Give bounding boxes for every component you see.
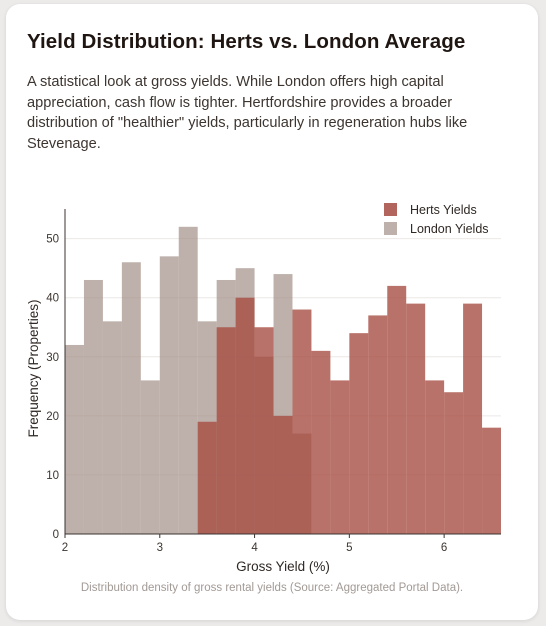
london-bar [140,380,160,534]
london-bar [159,256,179,534]
london-bar [121,262,141,534]
herts-bar [235,297,255,534]
axes: 2 3 4 5 6 0 10 20 30 40 50 [46,209,501,554]
herts-bar [197,421,217,534]
legend-swatch [384,203,397,216]
y-tick-label: 40 [46,293,59,305]
chart-card: Yield Distribution: Herts vs. London Ave… [6,4,538,620]
x-tick-label: 5 [346,542,352,554]
y-tick-label: 30 [46,352,59,364]
herts-bar [444,392,464,534]
herts-bar [311,350,331,534]
x-axis-label: Gross Yield (%) [236,559,330,574]
y-tick-label: 20 [46,411,59,423]
legend-swatch [384,222,397,235]
london-bar [102,321,122,534]
y-axis-label: Frequency (Properties) [26,299,41,437]
london-bar [65,344,84,534]
legend-label: London Yields [410,222,489,236]
herts-bar [273,415,293,534]
legend-label: Herts Yields [410,203,477,217]
herts-bar [387,285,407,534]
chart-description: A statistical look at gross yields. Whil… [27,74,468,152]
x-tick-label: 2 [62,542,68,554]
herts-bar [406,303,426,534]
herts-bar [216,327,236,534]
herts-bar [463,303,483,534]
yield-histogram: 2 3 4 5 6 0 10 20 30 40 50 Herts Yields London Yiel… [26,203,501,574]
herts-bar [349,333,369,534]
herts-bar [330,380,350,534]
x-tick-label: 4 [251,542,258,554]
y-tick-label: 0 [53,529,59,541]
london-bar [178,226,198,534]
chart-caption: Distribution density of gross rental yie… [80,582,464,594]
herts-bar [482,427,501,534]
chart-legend: Herts Yields London Yields [384,203,489,236]
y-tick-label: 50 [46,234,59,246]
page-title: Yield Distribution: Herts vs. London Ave… [27,30,466,53]
x-tick-label: 6 [441,542,447,554]
herts-bar [425,380,445,534]
herts-bar [254,327,274,534]
herts-yields-bars [197,285,501,534]
herts-bar [368,315,388,534]
y-tick-label: 10 [46,470,59,482]
london-bar [83,279,103,534]
herts-bar [292,309,312,534]
x-tick-label: 3 [157,542,163,554]
